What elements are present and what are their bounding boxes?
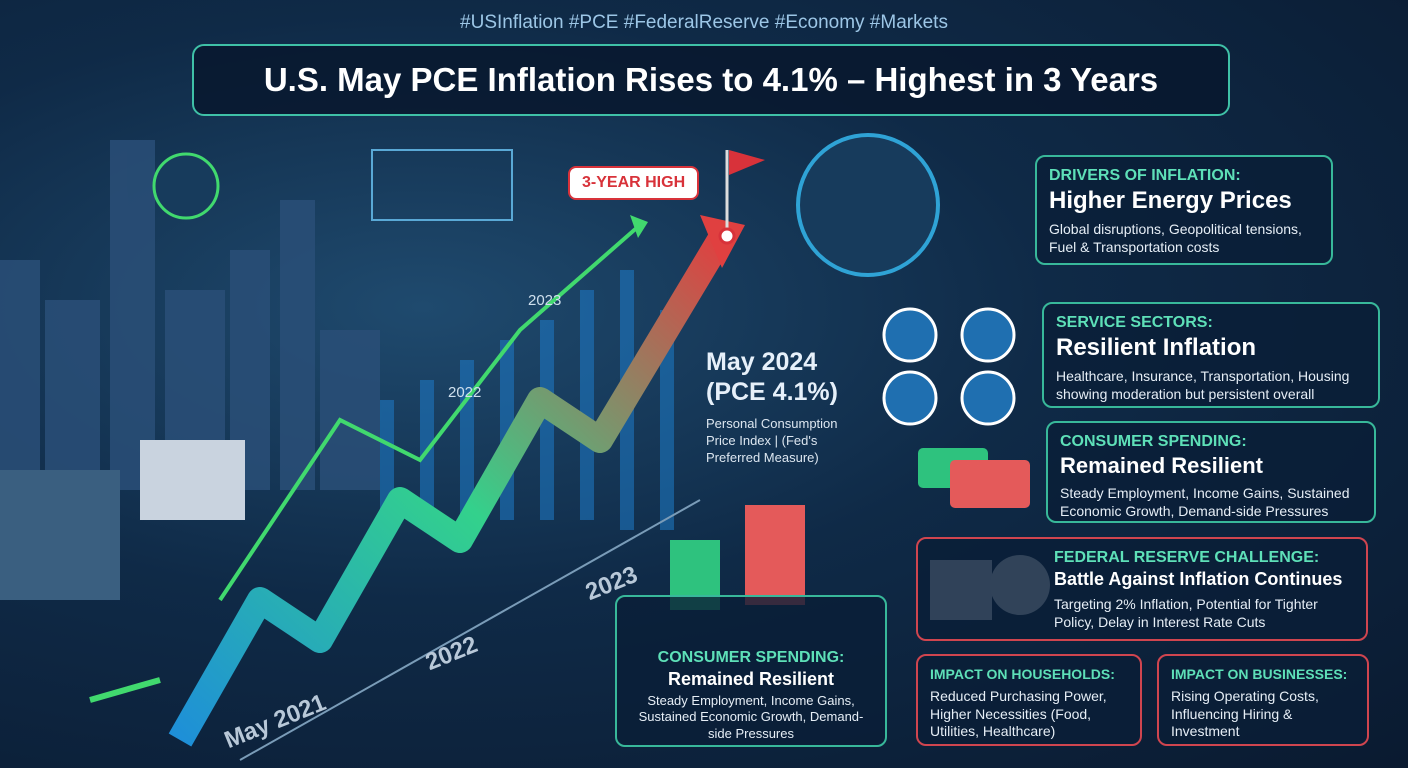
panel-heading: CONSUMER SPENDING: [657, 649, 845, 666]
panel: CONSUMER SPENDING: Remained Resilient St… [615, 595, 887, 747]
panel-body: Rising Operating Costs, Influencing Hiri… [1171, 688, 1319, 739]
panel: CONSUMER SPENDING: Remained Resilient St… [1046, 421, 1376, 523]
panel-heading: IMPACT ON HOUSEHOLDS: [930, 666, 1115, 682]
panel: DRIVERS OF INFLATION: Higher Energy Pric… [1035, 155, 1333, 265]
panel-subtitle: Higher Energy Prices [1049, 187, 1292, 214]
panel-heading: DRIVERS OF INFLATION: [1049, 167, 1241, 184]
panel-body: Steady Employment, Income Gains, Sustain… [1060, 485, 1350, 519]
panel-heading: SERVICE SECTORS: [1056, 314, 1213, 331]
callout-date: May 2024 [706, 348, 818, 376]
panel-body: Global disruptions, Geopolitical tension… [1049, 221, 1302, 255]
panel-subtitle: Remained Resilient [667, 669, 835, 689]
year-label: 2023 [528, 292, 562, 309]
callout-value: (PCE 4.1%) [706, 378, 838, 406]
panel: SERVICE SECTORS: Resilient Inflation Hea… [1042, 302, 1380, 408]
panel: FEDERAL RESERVE CHALLENGE: Battle Agains… [916, 537, 1368, 641]
callout-description: Personal Consumption Price Index | (Fed'… [706, 416, 838, 465]
panel-subtitle: Remained Resilient [1060, 453, 1263, 478]
panel-subtitle: Battle Against Inflation Continues [1054, 569, 1343, 589]
panel: IMPACT ON HOUSEHOLDS: Reduced Purchasing… [916, 654, 1142, 746]
badge: 3-YEAR HIGH [568, 166, 700, 200]
panel-heading: CONSUMER SPENDING: [1060, 433, 1247, 450]
panel-body: Targeting 2% Inflation, Potential for Ti… [1054, 596, 1318, 630]
panel-subtitle: Resilient Inflation [1056, 334, 1257, 361]
year-label: 2022 [448, 384, 482, 401]
panel-body: Steady Employment, Income Gains, Sustain… [638, 693, 864, 741]
panel-body: Healthcare, Insurance, Transportation, H… [1056, 368, 1350, 402]
title: U.S. May PCE Inflation Rises to 4.1% – H… [192, 44, 1230, 116]
panel: IMPACT ON BUSINESSES: Rising Operating C… [1157, 654, 1369, 746]
panel-heading: FEDERAL RESERVE CHALLENGE: [1054, 549, 1320, 566]
panel-heading: IMPACT ON BUSINESSES: [1171, 666, 1348, 682]
hashtags: #USInflation #PCE #FederalReserve #Econo… [460, 12, 948, 33]
panel-body: Reduced Purchasing Power, Higher Necessi… [930, 688, 1107, 739]
